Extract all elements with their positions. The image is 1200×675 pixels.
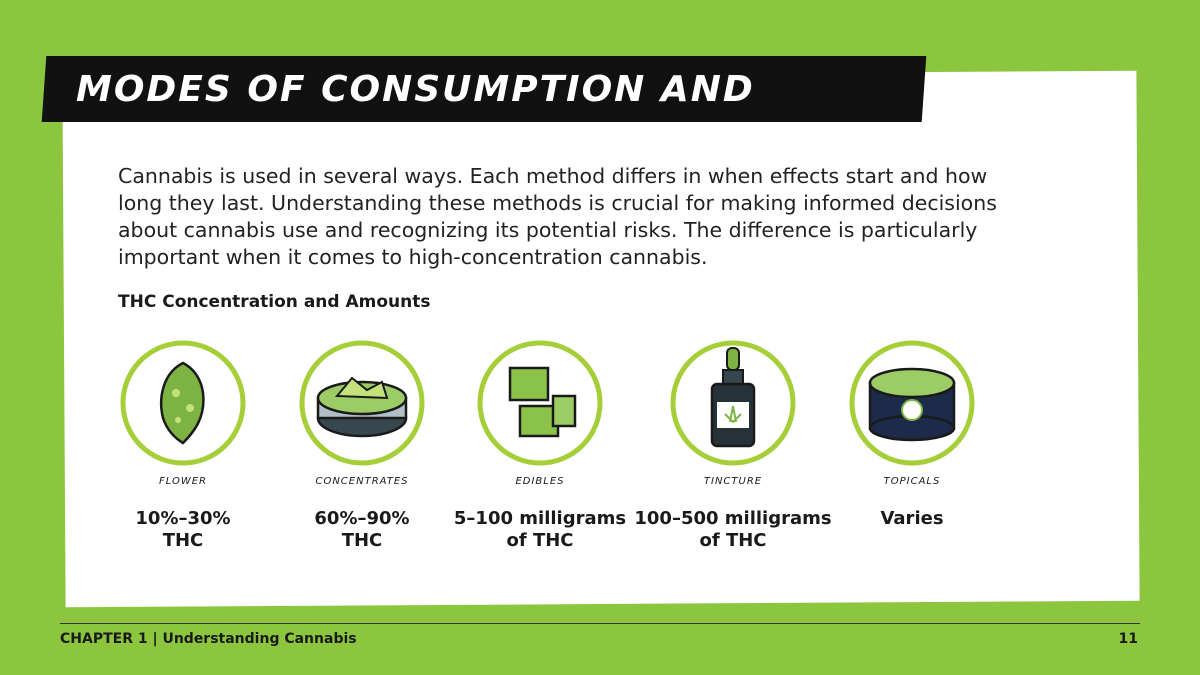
footer-rule <box>60 623 1140 624</box>
item-label: EDIBLES <box>515 476 565 487</box>
item-concentrates: CONCENTRATES 60%–90% THC <box>262 338 462 552</box>
footer-chapter: CHAPTER 1 | Understanding Cannabis <box>60 631 357 647</box>
amount-line: THC <box>341 530 383 551</box>
item-amount: 5–100 milligrams of THC <box>440 508 640 552</box>
item-tincture: TINCTURE 100–500 milligrams of THC <box>633 338 833 552</box>
amount-line: of THC <box>506 530 574 551</box>
amount-line: THC <box>162 530 204 551</box>
topicals-icon <box>849 340 975 466</box>
item-flower: FLOWER 10%–30% THC <box>83 338 283 552</box>
item-label: TINCTURE <box>703 476 763 487</box>
section-heading: THC Concentration and Amounts <box>118 292 431 312</box>
item-label: FLOWER <box>158 476 208 487</box>
item-amount: 100–500 milligrams of THC <box>633 508 833 552</box>
amount-line: 60%–90% <box>314 508 410 529</box>
edibles-icon <box>477 340 603 466</box>
item-label: TOPICALS <box>883 476 941 487</box>
intro-paragraph: Cannabis is used in several ways. Each m… <box>118 164 997 269</box>
amount-line: of THC <box>699 530 767 551</box>
item-label: CONCENTRATES <box>315 476 409 487</box>
amount-line: 100–500 milligrams <box>634 508 832 529</box>
amount-line: 5–100 milligrams <box>453 508 627 529</box>
item-amount: 10%–30% THC <box>83 508 283 552</box>
flower-icon <box>120 340 246 466</box>
title: MODES OF CONSUMPTION AND EFFECTS <box>76 69 755 166</box>
tincture-icon <box>670 340 796 466</box>
item-amount: Varies <box>812 508 1012 530</box>
item-topicals: TOPICALS Varies <box>812 338 1012 530</box>
concentrates-icon <box>299 340 425 466</box>
item-amount: 60%–90% THC <box>262 508 462 552</box>
amount-line: 10%–30% <box>135 508 231 529</box>
page-number: 11 <box>1118 631 1138 647</box>
item-edibles: EDIBLES 5–100 milligrams of THC <box>440 338 640 552</box>
amount-line: Varies <box>880 508 944 529</box>
